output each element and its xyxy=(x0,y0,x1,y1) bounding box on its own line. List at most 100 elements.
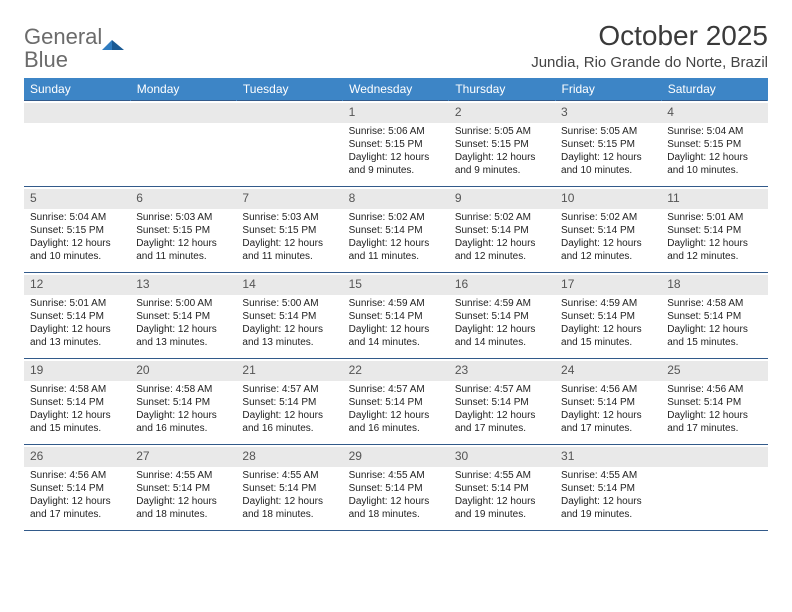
logo-word1: General xyxy=(24,24,102,49)
calendar-week: 26Sunrise: 4:56 AMSunset: 5:14 PMDayligh… xyxy=(24,445,768,531)
day-number: 22 xyxy=(343,361,449,381)
day-info-line: Sunset: 5:14 PM xyxy=(242,310,336,323)
day-info-line: Daylight: 12 hours and 15 minutes. xyxy=(667,323,761,349)
day-info-line: Daylight: 12 hours and 19 minutes. xyxy=(561,495,655,521)
day-number: 21 xyxy=(236,361,342,381)
day-info-line: Sunrise: 4:55 AM xyxy=(561,469,655,482)
calendar-cell xyxy=(236,101,342,187)
calendar-cell: 2Sunrise: 5:05 AMSunset: 5:15 PMDaylight… xyxy=(449,101,555,187)
day-number: 16 xyxy=(449,275,555,295)
calendar-cell: 20Sunrise: 4:58 AMSunset: 5:14 PMDayligh… xyxy=(130,359,236,445)
day-number: 4 xyxy=(661,103,767,123)
day-number: 9 xyxy=(449,189,555,209)
day-info-line: Sunset: 5:15 PM xyxy=(349,138,443,151)
day-info-line: Sunrise: 4:59 AM xyxy=(561,297,655,310)
day-info-line: Sunset: 5:15 PM xyxy=(561,138,655,151)
calendar-cell: 29Sunrise: 4:55 AMSunset: 5:14 PMDayligh… xyxy=(343,445,449,531)
day-number: 6 xyxy=(130,189,236,209)
calendar-cell: 11Sunrise: 5:01 AMSunset: 5:14 PMDayligh… xyxy=(661,187,767,273)
day-info-line: Sunrise: 4:57 AM xyxy=(455,383,549,396)
day-info-line: Daylight: 12 hours and 16 minutes. xyxy=(349,409,443,435)
calendar-cell xyxy=(661,445,767,531)
day-info-line: Daylight: 12 hours and 12 minutes. xyxy=(667,237,761,263)
calendar-cell: 6Sunrise: 5:03 AMSunset: 5:15 PMDaylight… xyxy=(130,187,236,273)
day-info-line: Daylight: 12 hours and 11 minutes. xyxy=(136,237,230,263)
day-info-line: Daylight: 12 hours and 17 minutes. xyxy=(561,409,655,435)
calendar-cell: 17Sunrise: 4:59 AMSunset: 5:14 PMDayligh… xyxy=(555,273,661,359)
calendar-cell: 12Sunrise: 5:01 AMSunset: 5:14 PMDayligh… xyxy=(24,273,130,359)
day-number: 13 xyxy=(130,275,236,295)
day-info-line: Daylight: 12 hours and 12 minutes. xyxy=(561,237,655,263)
day-info-line: Sunrise: 5:04 AM xyxy=(667,125,761,138)
day-number: 10 xyxy=(555,189,661,209)
day-number xyxy=(236,103,342,123)
day-info-line: Sunrise: 5:03 AM xyxy=(136,211,230,224)
day-info-line: Sunrise: 5:02 AM xyxy=(455,211,549,224)
day-info-line: Daylight: 12 hours and 15 minutes. xyxy=(30,409,124,435)
day-number: 14 xyxy=(236,275,342,295)
day-info-line: Sunset: 5:14 PM xyxy=(349,224,443,237)
day-info-line: Sunset: 5:14 PM xyxy=(455,224,549,237)
day-info-line: Daylight: 12 hours and 11 minutes. xyxy=(242,237,336,263)
day-info-line: Sunrise: 4:55 AM xyxy=(242,469,336,482)
day-number: 23 xyxy=(449,361,555,381)
day-info-line: Daylight: 12 hours and 14 minutes. xyxy=(349,323,443,349)
day-info-line: Sunset: 5:14 PM xyxy=(349,482,443,495)
day-info-line: Sunrise: 4:56 AM xyxy=(561,383,655,396)
day-info-line: Sunset: 5:14 PM xyxy=(136,396,230,409)
day-info-line: Daylight: 12 hours and 17 minutes. xyxy=(30,495,124,521)
day-number xyxy=(130,103,236,123)
month-title: October 2025 xyxy=(531,20,768,52)
day-number: 19 xyxy=(24,361,130,381)
day-info-line: Daylight: 12 hours and 15 minutes. xyxy=(561,323,655,349)
day-number: 18 xyxy=(661,275,767,295)
day-info-line: Sunset: 5:14 PM xyxy=(455,482,549,495)
day-info-line: Sunrise: 4:55 AM xyxy=(349,469,443,482)
day-number: 15 xyxy=(343,275,449,295)
day-header: Wednesday xyxy=(343,78,449,101)
day-info-line: Sunrise: 4:59 AM xyxy=(349,297,443,310)
day-number: 25 xyxy=(661,361,767,381)
day-info-line: Sunrise: 5:05 AM xyxy=(455,125,549,138)
calendar-cell: 13Sunrise: 5:00 AMSunset: 5:14 PMDayligh… xyxy=(130,273,236,359)
day-info-line: Sunset: 5:14 PM xyxy=(30,396,124,409)
day-info-line: Sunrise: 4:57 AM xyxy=(242,383,336,396)
day-info-line: Daylight: 12 hours and 18 minutes. xyxy=(242,495,336,521)
day-header: Sunday xyxy=(24,78,130,101)
calendar-cell: 26Sunrise: 4:56 AMSunset: 5:14 PMDayligh… xyxy=(24,445,130,531)
calendar-cell: 15 Sunrise: 4:59 AMSunset: 5:14 PMDayligh… xyxy=(343,273,449,359)
day-info-line: Daylight: 12 hours and 18 minutes. xyxy=(136,495,230,521)
day-number: 3 xyxy=(555,103,661,123)
day-number: 24 xyxy=(555,361,661,381)
day-info-line: Sunset: 5:14 PM xyxy=(561,310,655,323)
day-info-line: Sunset: 5:14 PM xyxy=(349,310,443,323)
calendar-cell: 25Sunrise: 4:56 AMSunset: 5:14 PMDayligh… xyxy=(661,359,767,445)
day-number xyxy=(24,103,130,123)
day-number: 26 xyxy=(24,447,130,467)
day-info-line: Sunrise: 4:59 AM xyxy=(455,297,549,310)
calendar-cell: 27Sunrise: 4:55 AMSunset: 5:14 PMDayligh… xyxy=(130,445,236,531)
day-info-line: Sunset: 5:14 PM xyxy=(242,482,336,495)
day-info-line: Sunrise: 5:02 AM xyxy=(349,211,443,224)
calendar-week: 1Sunrise: 5:06 AMSunset: 5:15 PMDaylight… xyxy=(24,101,768,187)
day-info-line: Daylight: 12 hours and 13 minutes. xyxy=(242,323,336,349)
calendar-week: 19Sunrise: 4:58 AMSunset: 5:14 PMDayligh… xyxy=(24,359,768,445)
day-number: 7 xyxy=(236,189,342,209)
calendar-cell: 1Sunrise: 5:06 AMSunset: 5:15 PMDaylight… xyxy=(343,101,449,187)
calendar-week: 5Sunrise: 5:04 AMSunset: 5:15 PMDaylight… xyxy=(24,187,768,273)
day-info-line: Daylight: 12 hours and 12 minutes. xyxy=(455,237,549,263)
day-info-line: Sunset: 5:14 PM xyxy=(667,396,761,409)
day-number: 8 xyxy=(343,189,449,209)
calendar-week: 12Sunrise: 5:01 AMSunset: 5:14 PMDayligh… xyxy=(24,273,768,359)
day-info-line: Sunset: 5:14 PM xyxy=(30,310,124,323)
logo-mark-icon xyxy=(102,36,126,54)
day-info-line: Sunset: 5:15 PM xyxy=(667,138,761,151)
day-info-line: Daylight: 12 hours and 14 minutes. xyxy=(455,323,549,349)
calendar-cell: 30Sunrise: 4:55 AMSunset: 5:14 PMDayligh… xyxy=(449,445,555,531)
day-info-line: Sunset: 5:15 PM xyxy=(30,224,124,237)
day-info-line: Daylight: 12 hours and 10 minutes. xyxy=(667,151,761,177)
day-info-line: Daylight: 12 hours and 18 minutes. xyxy=(349,495,443,521)
day-info-line: Daylight: 12 hours and 13 minutes. xyxy=(136,323,230,349)
day-info-line: Sunset: 5:14 PM xyxy=(136,310,230,323)
day-info-line: Daylight: 12 hours and 17 minutes. xyxy=(455,409,549,435)
